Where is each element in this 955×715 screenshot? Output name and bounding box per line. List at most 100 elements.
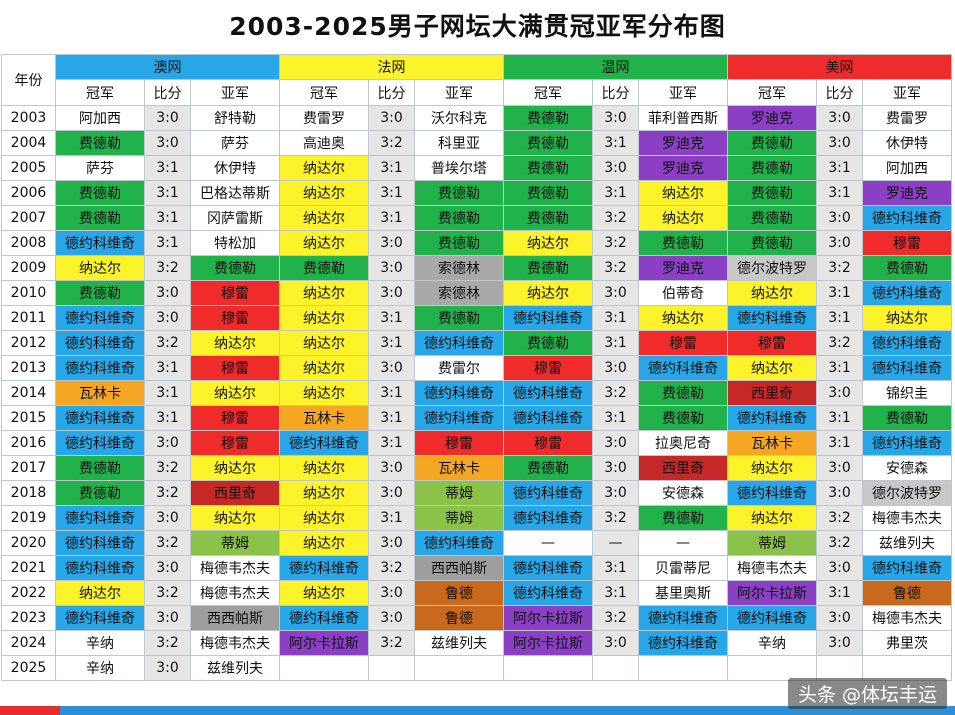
score-cell: 3:2 — [592, 205, 639, 231]
year-cell: 2009 — [1, 255, 56, 281]
champion-cell: 费德勒 — [503, 130, 593, 156]
champion-cell: 费德勒 — [503, 255, 593, 281]
champion-cell: 费德勒 — [55, 205, 145, 231]
score-cell: 3:1 — [816, 355, 863, 381]
champion-cell: 纳达尔 — [727, 455, 817, 481]
runner-cell: 休伊特 — [190, 155, 280, 181]
score-cell: 3:2 — [592, 505, 639, 531]
runner-cell: 德约科维奇 — [638, 355, 728, 381]
champion-cell: 费德勒 — [727, 130, 817, 156]
champion-cell: 费德勒 — [55, 480, 145, 506]
champion-cell: 纳达尔 — [55, 255, 145, 281]
champion-cell: 德约科维奇 — [279, 605, 369, 631]
score-cell: 3:1 — [592, 555, 639, 581]
champion-cell: 德约科维奇 — [503, 405, 593, 431]
runner-cell: 贝雷蒂尼 — [638, 555, 728, 581]
runner-cell: 德约科维奇 — [414, 405, 504, 431]
score-cell: 3:2 — [592, 380, 639, 406]
champion-cell: 费德勒 — [503, 455, 593, 481]
subheader-champion: 冠军 — [727, 79, 817, 106]
champion-cell: 纳达尔 — [279, 330, 369, 356]
champion-cell: 纳达尔 — [279, 205, 369, 231]
champion-cell: 德约科维奇 — [727, 305, 817, 331]
year-cell: 2017 — [1, 455, 56, 481]
runner-cell: 德约科维奇 — [414, 530, 504, 556]
champion-cell: 纳达尔 — [503, 230, 593, 256]
score-cell: 3:0 — [368, 255, 415, 281]
runner-cell: 伯蒂奇 — [638, 280, 728, 306]
runner-cell: 费德勒 — [862, 255, 952, 281]
champion-cell: 阿尔卡拉斯 — [503, 605, 593, 631]
score-cell: 3:1 — [816, 280, 863, 306]
runner-cell: 锦织圭 — [862, 380, 952, 406]
runner-cell: 兹维列夫 — [190, 655, 280, 681]
score-cell: 3:0 — [144, 655, 191, 681]
score-cell: 3:0 — [368, 105, 415, 131]
champion-cell: 高迪奥 — [279, 130, 369, 156]
champion-cell: 萨芬 — [55, 155, 145, 181]
score-cell: 3:1 — [816, 305, 863, 331]
score-cell: 3:0 — [144, 105, 191, 131]
runner-cell: 梅德韦杰夫 — [190, 580, 280, 606]
champion-cell: 纳达尔 — [279, 280, 369, 306]
runner-cell: 蒂姆 — [414, 505, 504, 531]
runner-cell — [638, 655, 728, 681]
runner-cell: 鲁德 — [414, 580, 504, 606]
champion-cell: 费德勒 — [727, 230, 817, 256]
year-cell: 2004 — [1, 130, 56, 156]
score-cell: 3:1 — [592, 330, 639, 356]
runner-cell: 德约科维奇 — [414, 330, 504, 356]
year-cell: 2003 — [1, 105, 56, 131]
runner-cell: 瓦林卡 — [414, 455, 504, 481]
runner-cell: 舒特勒 — [190, 105, 280, 131]
table-row: 2025 辛纳 3:0 兹维列夫 — [1, 655, 952, 681]
score-cell — [368, 655, 415, 681]
champion-cell: 德约科维奇 — [279, 555, 369, 581]
runner-cell: 费雷罗 — [862, 105, 952, 131]
champion-cell: 纳达尔 — [279, 355, 369, 381]
runner-cell: 费德勒 — [414, 230, 504, 256]
score-cell: 3:1 — [368, 305, 415, 331]
year-cell: 2015 — [1, 405, 56, 431]
champion-cell — [503, 655, 593, 681]
subheader-runner: 亚军 — [414, 79, 504, 106]
table-row: 2012 德约科维奇 3:2 纳达尔 纳达尔 3:1 德约科维奇 费德勒 3:1 穆雷 穆雷 3:2 德… — [1, 330, 952, 356]
champion-cell: 费德勒 — [503, 180, 593, 206]
runner-cell: 安德森 — [638, 480, 728, 506]
score-cell: 3:0 — [368, 580, 415, 606]
grand-slam-table: 年份 澳网 法网 温网 美网 冠军 比分 亚军 冠军 比分 亚军 冠军 比分 亚军 冠军 比分 亚军 … — [1, 54, 952, 681]
runner-cell: 纳达尔 — [638, 205, 728, 231]
score-cell: 3:1 — [816, 405, 863, 431]
tournament-header-wim: 温网 — [503, 54, 728, 80]
score-cell: 3:1 — [368, 330, 415, 356]
year-cell: 2012 — [1, 330, 56, 356]
runner-cell: 兹维列夫 — [414, 630, 504, 656]
runner-cell: 纳达尔 — [638, 180, 728, 206]
table-row: 2010 费德勒 3:0 穆雷 纳达尔 3:0 索德林 纳达尔 3:0 伯蒂奇 纳达尔 3:1 德约科维… — [1, 280, 952, 306]
score-cell: 3:2 — [144, 255, 191, 281]
score-cell: 3:2 — [144, 630, 191, 656]
score-cell: 3:2 — [368, 555, 415, 581]
champion-cell: 费德勒 — [727, 205, 817, 231]
runner-cell: 穆雷 — [190, 430, 280, 456]
table-row: 2013 德约科维奇 3:1 穆雷 纳达尔 3:0 费雷尔 穆雷 3:0 德约科维奇 纳达尔 3:1 德… — [1, 355, 952, 381]
champion-cell: 阿尔卡拉斯 — [503, 630, 593, 656]
runner-cell: 梅德韦杰夫 — [862, 605, 952, 631]
score-cell: 3:0 — [816, 230, 863, 256]
score-cell: 3:2 — [144, 455, 191, 481]
champion-cell: 德约科维奇 — [55, 355, 145, 381]
year-cell: 2023 — [1, 605, 56, 631]
runner-cell: 穆雷 — [190, 355, 280, 381]
runner-cell: 纳达尔 — [190, 505, 280, 531]
year-cell: 2008 — [1, 230, 56, 256]
champion-cell: 纳达尔 — [279, 305, 369, 331]
champion-cell: 蒂姆 — [727, 530, 817, 556]
subheader-champion: 冠军 — [503, 79, 593, 106]
score-cell: 3:0 — [816, 130, 863, 156]
runner-cell: 穆雷 — [190, 280, 280, 306]
champion-cell: 纳达尔 — [727, 355, 817, 381]
score-cell: 3:0 — [816, 205, 863, 231]
score-cell: 3:1 — [144, 155, 191, 181]
score-cell: 3:0 — [368, 530, 415, 556]
score-cell: 3:0 — [144, 305, 191, 331]
